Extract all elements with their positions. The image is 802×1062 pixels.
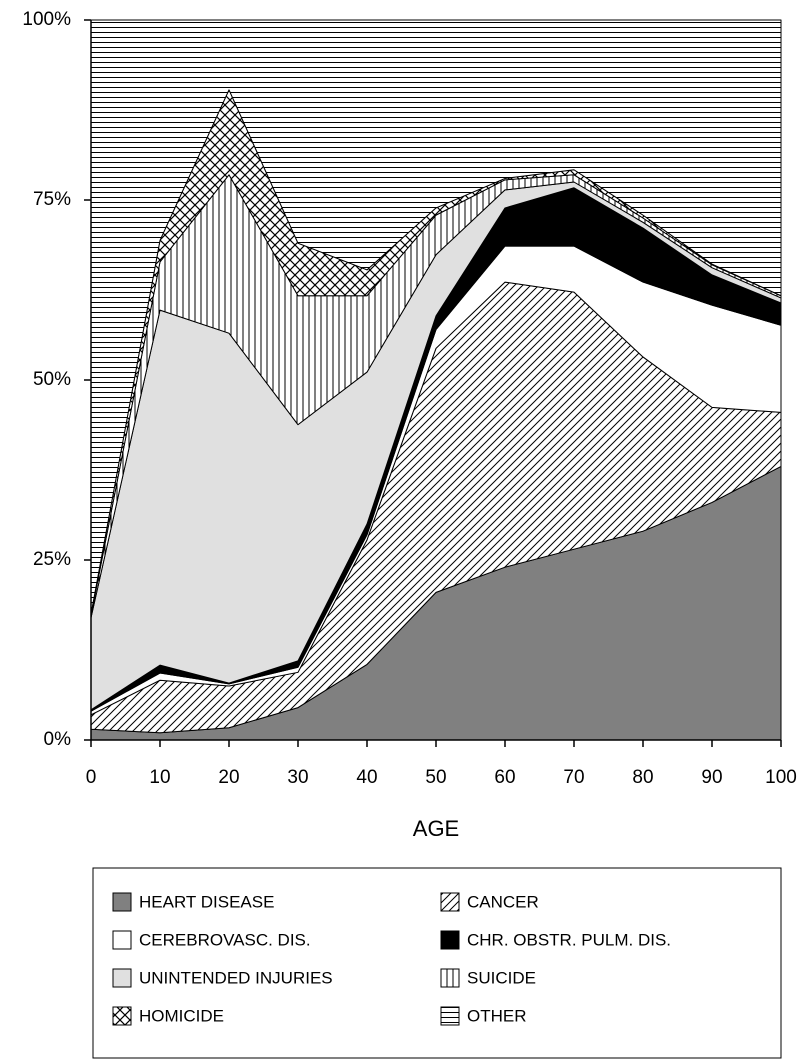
legend-swatch: [112, 968, 132, 988]
legend-swatch: [440, 1006, 460, 1026]
x-tick-label: 90: [701, 767, 722, 788]
x-tick-label: 80: [632, 767, 653, 788]
x-tick-label: 30: [287, 767, 308, 788]
y-tick-label: 50%: [33, 369, 71, 390]
plot-area: [90, 19, 782, 741]
legend-swatch: [440, 968, 460, 988]
legend-label: OTHER: [467, 1006, 527, 1025]
legend-swatch: [440, 892, 460, 912]
y-tick-label: 100%: [22, 9, 71, 30]
area: [90, 19, 782, 615]
legend-box: [92, 867, 782, 1059]
x-tick-label: 60: [494, 767, 515, 788]
x-tick-label: 20: [218, 767, 239, 788]
x-tick-label: 100: [765, 767, 797, 788]
y-tick-label: 0%: [44, 729, 72, 750]
legend-swatch: [112, 892, 132, 912]
legend-label: UNINTENDED INJURIES: [139, 968, 333, 987]
legend-label: SUICIDE: [467, 968, 536, 987]
legend-label: CANCER: [467, 892, 539, 911]
legend-swatch: [112, 1006, 132, 1026]
y-tick-label: 75%: [33, 189, 71, 210]
legend-label: CEREBROVASC. DIS.: [139, 930, 311, 949]
x-axis-label: AGE: [413, 816, 459, 841]
legend-label: CHR. OBSTR. PULM. DIS.: [467, 930, 671, 949]
legend-label: HOMICIDE: [139, 1006, 224, 1025]
legend-label: HEART DISEASE: [139, 892, 274, 911]
x-tick-label: 70: [563, 767, 584, 788]
legend-swatch: [440, 930, 460, 950]
x-tick-label: 50: [425, 767, 446, 788]
legend-swatch: [112, 930, 132, 950]
y-tick-label: 25%: [33, 549, 71, 570]
x-tick-label: 0: [86, 767, 97, 788]
x-tick-label: 40: [356, 767, 377, 788]
x-tick-label: 10: [149, 767, 170, 788]
